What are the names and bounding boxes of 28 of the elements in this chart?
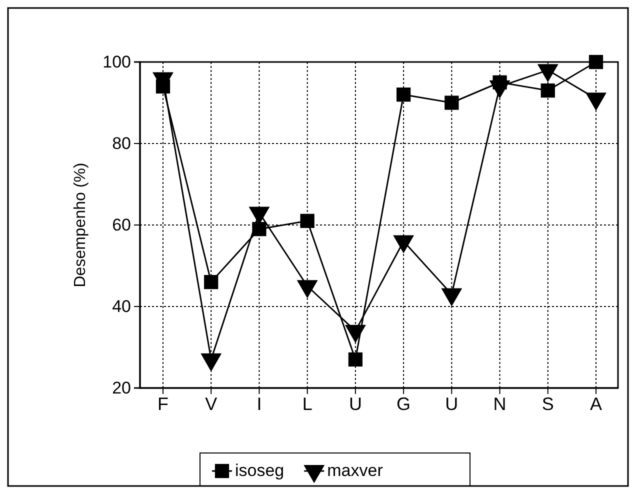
point [200,353,222,372]
point [344,324,366,344]
y-axis-title: Desempenho (%) [72,162,89,288]
x-tick-label: S [542,394,554,414]
legend-label: isoseg [235,461,284,480]
x-tick-label: G [396,394,411,414]
x-tick-label: U [348,394,362,414]
point [441,288,462,306]
point [444,96,459,110]
x-tick-label: L [302,394,312,414]
point [156,79,170,94]
point [396,88,411,102]
y-tick-label: 100 [102,52,131,72]
x-tick-label: N [493,394,506,414]
x-tick-label: F [158,394,168,414]
point [588,54,604,70]
point [540,83,555,98]
point [296,280,318,298]
y-tick-label: 40 [112,296,131,316]
y-tick-label: 80 [112,134,131,153]
y-tick-label: 20 [112,378,131,398]
point [393,235,414,254]
x-tick-label: I [256,394,262,414]
x-tick-label: U [445,394,458,414]
y-tick-label: 60 [112,215,131,234]
x-tick-label: V [205,394,218,414]
x-tick-label: A [590,394,602,414]
legend-label: maxver [327,461,384,480]
